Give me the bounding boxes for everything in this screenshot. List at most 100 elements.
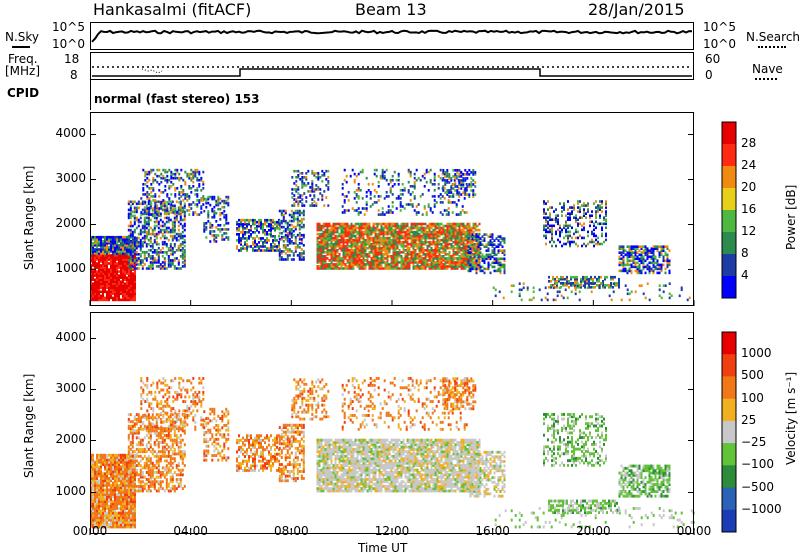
heatmap-cell — [316, 238, 319, 242]
heatmap-cell — [432, 222, 435, 226]
heatmap-cell — [360, 249, 363, 252]
heatmap-cell — [171, 200, 174, 204]
heatmap-cell — [414, 230, 417, 234]
date-title: 28/Jan/2015 — [588, 0, 685, 19]
heatmap-cell — [414, 249, 417, 252]
heatmap-cell — [348, 226, 351, 230]
heatmap-cell — [342, 226, 345, 230]
heatmap-cell — [219, 230, 222, 233]
heatmap-cell — [183, 257, 186, 260]
heatmap-cell — [272, 220, 274, 224]
heatmap-cell — [356, 230, 359, 234]
heatmap-cell — [438, 240, 441, 244]
heatmap-cell — [205, 199, 208, 203]
heatmap-cell — [340, 230, 343, 234]
heatmap-cell — [102, 258, 104, 261]
heatmap-cell — [336, 242, 339, 246]
heatmap-cell — [252, 237, 254, 240]
heatmap-cell — [318, 267, 321, 270]
heatmap-cell — [256, 249, 258, 252]
heatmap-cell — [278, 256, 281, 259]
heatmap-cell — [300, 242, 303, 245]
heatmap-cell — [120, 282, 122, 285]
heatmap-cell — [246, 224, 248, 228]
heatmap-cell — [278, 250, 281, 253]
heatmap-cell — [242, 227, 244, 230]
heatmap-cell — [171, 263, 174, 266]
heatmap-cell — [404, 253, 407, 256]
heatmap-cell — [295, 180, 298, 183]
heatmap-cell — [338, 242, 341, 246]
heatmap-cell — [90, 248, 92, 251]
heatmap-cell — [288, 242, 291, 245]
heatmap-cell — [131, 265, 134, 268]
heatmap-cell — [386, 257, 389, 260]
heatmap-cell — [126, 262, 128, 265]
heatmap-cell — [141, 267, 144, 270]
heatmap-cell — [416, 253, 419, 256]
heatmap-cell — [179, 222, 182, 226]
heatmap-cell — [270, 227, 272, 230]
heatmap-cell — [384, 249, 387, 252]
heatmap-cell — [133, 216, 136, 220]
heatmap-cell — [120, 254, 122, 257]
heatmap-cell — [112, 286, 114, 290]
heatmap-cell — [225, 220, 228, 223]
heatmap-cell — [354, 257, 357, 260]
heatmap-cell — [386, 222, 389, 226]
heatmap-cell — [320, 228, 323, 232]
heatmap-cell — [183, 240, 186, 244]
heatmap-cell — [396, 240, 399, 244]
heatmap-cell — [428, 226, 431, 230]
heatmap-cell — [122, 298, 124, 302]
heatmap-cells — [90, 168, 691, 302]
heatmap-cell — [316, 265, 319, 268]
heatmap-cell — [171, 230, 174, 234]
heatmap-cell — [151, 242, 154, 246]
heatmap-cell — [398, 253, 401, 256]
heatmap-cell — [448, 238, 451, 242]
heatmap-cell — [248, 222, 250, 226]
heatmap-cell — [315, 188, 318, 191]
heatmap-cell — [114, 252, 116, 255]
heatmap-cell — [436, 267, 439, 270]
heatmap-cell — [380, 232, 383, 236]
heatmap-cell — [376, 226, 379, 230]
heatmap-cell — [414, 244, 417, 248]
heatmap-cell — [440, 267, 443, 270]
heatmap-cell — [98, 290, 100, 294]
heatmap-cell — [151, 230, 154, 234]
heatmap-cell — [213, 209, 216, 213]
heatmap-cell — [122, 292, 124, 296]
heatmap-cell — [92, 282, 94, 285]
heatmap-cell — [165, 204, 168, 208]
heatmap-cell — [116, 244, 118, 247]
heatmap-cell — [278, 238, 281, 241]
heatmap-cell — [102, 252, 104, 255]
heatmap-cell — [151, 228, 154, 232]
heatmap-cell — [330, 236, 333, 240]
heatmap-cell — [118, 252, 120, 255]
heatmap-cell — [378, 238, 381, 242]
heatmap-cell — [428, 253, 431, 256]
heatmap-cell — [205, 201, 208, 205]
heatmap-cell — [326, 253, 329, 256]
heatmap-cell — [406, 224, 409, 228]
heatmap-cell — [175, 218, 178, 222]
heatmap-cell — [386, 263, 389, 266]
heatmap-cell — [334, 236, 337, 240]
heatmap-cell — [215, 226, 218, 229]
heatmap-cell — [344, 249, 347, 252]
heatmap-cell — [360, 234, 363, 238]
heatmap-cell — [293, 198, 296, 201]
heatmap-cell — [274, 245, 276, 248]
heatmap-cell — [364, 226, 367, 230]
heatmap-cell — [386, 226, 389, 230]
heatmap-cell — [344, 226, 347, 230]
heatmap-cell — [313, 196, 316, 199]
heatmap-cell — [156, 213, 159, 216]
heatmap-cell — [118, 246, 120, 249]
heatmap-cell — [350, 257, 353, 260]
heatmap-cell — [358, 234, 361, 238]
heatmap-cell — [324, 228, 327, 232]
